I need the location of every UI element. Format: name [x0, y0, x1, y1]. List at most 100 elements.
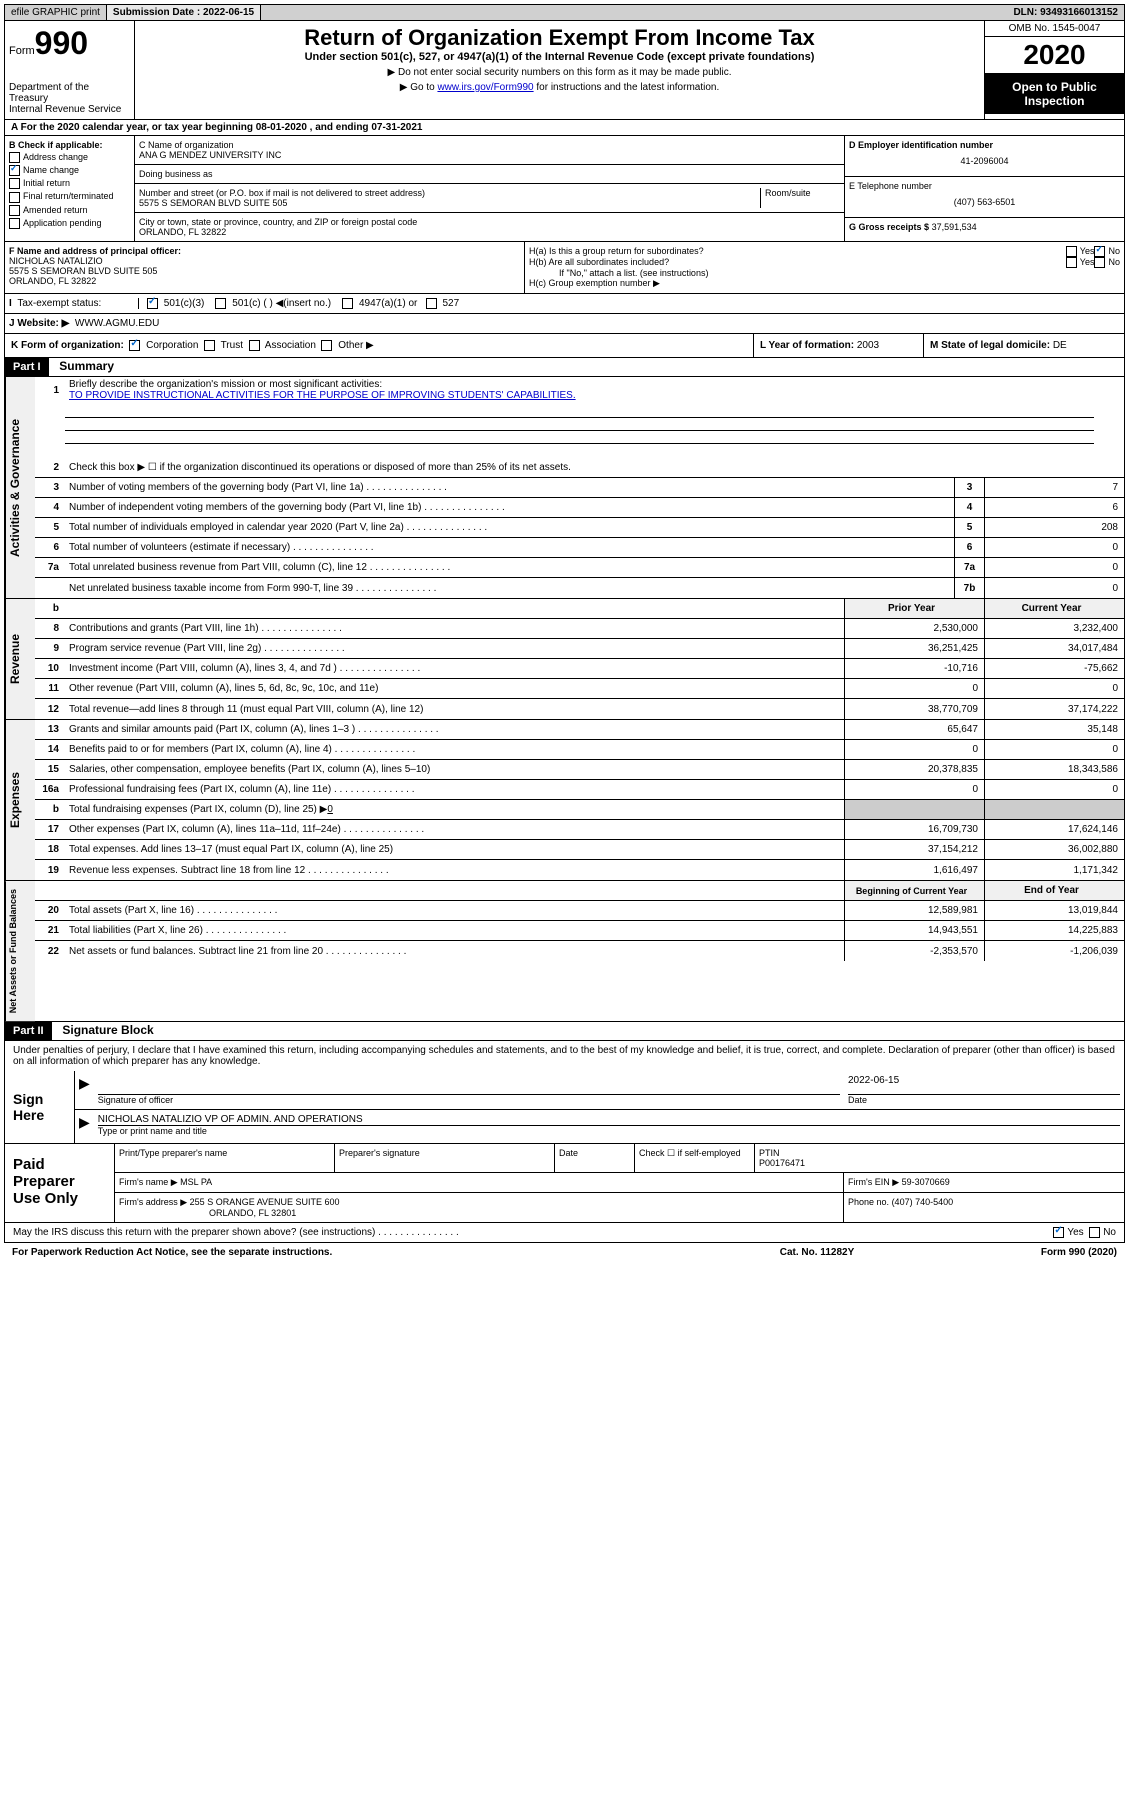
prep-ptin: PTINP00176471	[755, 1144, 1124, 1172]
part2-header: Part II	[5, 1022, 52, 1040]
top-bar: efile GRAPHIC print Submission Date : 20…	[4, 4, 1125, 21]
netassets-tab: Net Assets or Fund Balances	[5, 881, 35, 1021]
line16b: Total fundraising expenses (Part IX, col…	[65, 802, 844, 817]
line1-mission: Briefly describe the organization's miss…	[65, 377, 1124, 403]
line21: Total liabilities (Part X, line 26)	[65, 923, 844, 938]
box-h-group: H(a) Is this a group return for subordin…	[525, 242, 1124, 293]
assoc-check[interactable]	[249, 340, 260, 351]
firm-address: Firm's address ▶ 255 S ORANGE AVENUE SUI…	[115, 1193, 844, 1222]
box-f-officer: F Name and address of principal officer:…	[5, 242, 525, 293]
501c-check[interactable]	[215, 298, 226, 309]
firm-ein: Firm's EIN ▶ 59-3070669	[844, 1173, 1124, 1192]
line12: Total revenue—add lines 8 through 11 (mu…	[65, 702, 844, 717]
line2: Check this box ▶ ☐ if the organization d…	[65, 460, 1124, 475]
final-return-check[interactable]: Final return/terminated	[9, 191, 130, 202]
line17: Other expenses (Part IX, column (A), lin…	[65, 822, 844, 837]
sign-here-label: Sign Here	[5, 1071, 75, 1143]
line13: Grants and similar amounts paid (Part IX…	[65, 722, 844, 737]
line8: Contributions and grants (Part VIII, lin…	[65, 621, 844, 636]
line15: Salaries, other compensation, employee b…	[65, 762, 844, 777]
line14: Benefits paid to or for members (Part IX…	[65, 742, 844, 757]
527-check[interactable]	[426, 298, 437, 309]
tax-year: 2020	[985, 37, 1124, 74]
sig-officer-label: Signature of officer	[98, 1095, 840, 1105]
line7a-val: 0	[984, 558, 1124, 577]
line4: Number of independent voting members of …	[65, 500, 954, 515]
prep-sig: Preparer's signature	[335, 1144, 555, 1172]
current-year-header: Current Year	[984, 599, 1124, 618]
prep-self-employed: Check ☐ if self-employed	[635, 1144, 755, 1172]
trust-check[interactable]	[204, 340, 215, 351]
amended-return-check[interactable]: Amended return	[9, 205, 130, 216]
line5-val: 208	[984, 518, 1124, 537]
state-domicile: M State of legal domicile: DE	[924, 334, 1124, 357]
org-name-cell: C Name of organization ANA G MENDEZ UNIV…	[135, 136, 844, 165]
irs-link[interactable]: www.irs.gov/Form990	[437, 82, 533, 93]
part1-title: Summary	[51, 359, 114, 373]
other-check[interactable]	[321, 340, 332, 351]
line7a: Total unrelated business revenue from Pa…	[65, 560, 954, 575]
line16a: Professional fundraising fees (Part IX, …	[65, 782, 844, 797]
line18: Total expenses. Add lines 13–17 (must eq…	[65, 842, 844, 857]
ein-cell: D Employer identification number 41-2096…	[845, 136, 1124, 177]
form-header: Form990 Department of the Treasury Inter…	[4, 21, 1125, 120]
omb-number: OMB No. 1545-0047	[985, 21, 1124, 37]
line5: Total number of individuals employed in …	[65, 520, 954, 535]
form-number: Form990	[9, 25, 130, 62]
city-cell: City or town, state or province, country…	[135, 213, 844, 241]
paid-preparer-label: Paid Preparer Use Only	[5, 1144, 115, 1222]
line7b-val: 0	[984, 578, 1124, 598]
ssn-note: ▶ Do not enter social security numbers o…	[139, 67, 980, 78]
submission-date-btn[interactable]: Submission Date : 2022-06-15	[107, 5, 261, 20]
prep-print-name: Print/Type preparer's name	[115, 1144, 335, 1172]
form-title: Return of Organization Exempt From Incom…	[139, 25, 980, 51]
year-formation: L Year of formation: 2003	[754, 334, 924, 357]
4947-check[interactable]	[342, 298, 353, 309]
officer-name: NICHOLAS NATALIZIO VP OF ADMIN. AND OPER…	[98, 1114, 1120, 1126]
line4-val: 6	[984, 498, 1124, 517]
efile-label: efile GRAPHIC print	[5, 5, 107, 20]
phone-cell: E Telephone number (407) 563-6501	[845, 177, 1124, 218]
line9: Program service revenue (Part VIII, line…	[65, 641, 844, 656]
box-b-checkboxes: B Check if applicable: Address change Na…	[5, 136, 135, 241]
line19: Revenue less expenses. Subtract line 18 …	[65, 863, 844, 878]
discuss-row: May the IRS discuss this return with the…	[4, 1223, 1125, 1243]
public-inspection: Open to Public Inspection	[985, 74, 1124, 114]
prior-year-header: Prior Year	[844, 599, 984, 618]
form-subtitle: Under section 501(c), 527, or 4947(a)(1)…	[139, 51, 980, 63]
dept-treasury: Department of the Treasury Internal Reve…	[9, 82, 130, 115]
governance-tab: Activities & Governance	[5, 377, 35, 598]
instructions-link: ▶ Go to www.irs.gov/Form990 for instruct…	[139, 82, 980, 93]
corp-check[interactable]	[129, 340, 140, 351]
dln: DLN: 93493166013152	[1007, 5, 1124, 20]
line10: Investment income (Part VIII, column (A)…	[65, 661, 844, 676]
footer: For Paperwork Reduction Act Notice, see …	[4, 1243, 1125, 1262]
initial-return-check[interactable]: Initial return	[9, 178, 130, 189]
name-change-check[interactable]: Name change	[9, 165, 130, 176]
app-pending-check[interactable]: Application pending	[9, 218, 130, 229]
form-of-org: K Form of organization: Corporation Trus…	[5, 334, 754, 357]
firm-name: Firm's name ▶ MSL PA	[115, 1173, 844, 1192]
line3-val: 7	[984, 478, 1124, 497]
line20: Total assets (Part X, line 16)	[65, 903, 844, 918]
row-a-tax-year: A For the 2020 calendar year, or tax yea…	[4, 120, 1125, 136]
line22: Net assets or fund balances. Subtract li…	[65, 944, 844, 959]
line7b: Net unrelated business taxable income fr…	[65, 581, 954, 596]
revenue-tab: Revenue	[5, 599, 35, 719]
addr-change-check[interactable]: Address change	[9, 152, 130, 163]
tax-exempt-status: I Tax-exempt status: 501(c)(3) 501(c) ( …	[4, 294, 1125, 314]
discuss-yes-check[interactable]	[1053, 1227, 1064, 1238]
expenses-tab: Expenses	[5, 720, 35, 880]
website-row: J Website: ▶ WWW.AGMU.EDU	[4, 314, 1125, 334]
prep-date: Date	[555, 1144, 635, 1172]
discuss-no-check[interactable]	[1089, 1227, 1100, 1238]
line11: Other revenue (Part VIII, column (A), li…	[65, 681, 844, 696]
501c3-check[interactable]	[147, 298, 158, 309]
perjury-declaration: Under penalties of perjury, I declare th…	[5, 1041, 1124, 1071]
end-year-header: End of Year	[984, 881, 1124, 900]
gross-receipts-cell: G Gross receipts $ 37,591,534	[845, 218, 1124, 236]
line6-val: 0	[984, 538, 1124, 557]
line3: Number of voting members of the governin…	[65, 480, 954, 495]
dba-cell: Doing business as	[135, 165, 844, 184]
line6: Total number of volunteers (estimate if …	[65, 540, 954, 555]
